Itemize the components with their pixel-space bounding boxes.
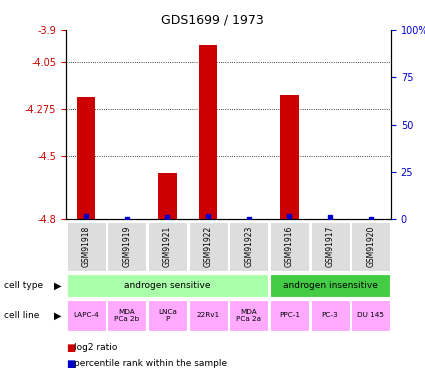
Bar [311, 222, 349, 272]
Bar [108, 222, 146, 272]
Bar [108, 300, 146, 331]
Text: androgen sensitive: androgen sensitive [124, 281, 211, 290]
Bar [270, 300, 309, 331]
Bar [148, 300, 187, 331]
Text: cell line: cell line [4, 311, 40, 320]
Bar [351, 222, 390, 272]
Bar [77, 98, 95, 219]
Text: LAPC-4: LAPC-4 [74, 312, 99, 318]
Bar [67, 274, 268, 297]
Text: DU 145: DU 145 [357, 312, 384, 318]
Bar [67, 300, 106, 331]
Text: GSM91916: GSM91916 [285, 226, 294, 267]
Text: GDS1699 / 1973: GDS1699 / 1973 [161, 13, 264, 26]
Text: GSM91920: GSM91920 [366, 226, 375, 267]
Bar [229, 300, 268, 331]
Bar [280, 95, 298, 219]
Text: androgen insensitive: androgen insensitive [283, 281, 377, 290]
Bar [229, 222, 268, 272]
Text: GSM91919: GSM91919 [122, 226, 131, 267]
Text: PPC-1: PPC-1 [279, 312, 300, 318]
Bar [189, 300, 228, 331]
Text: PC-3: PC-3 [322, 312, 338, 318]
Text: MDA
PCa 2b: MDA PCa 2b [114, 309, 139, 322]
Bar [148, 222, 187, 272]
Bar [159, 173, 177, 219]
Text: ▶: ▶ [54, 310, 61, 320]
Text: ■: ■ [66, 359, 75, 369]
Text: GSM91921: GSM91921 [163, 226, 172, 267]
Text: log2 ratio: log2 ratio [74, 344, 118, 352]
Text: GSM91922: GSM91922 [204, 226, 212, 267]
Bar [199, 45, 217, 219]
Text: GSM91923: GSM91923 [244, 226, 253, 267]
Text: LNCa
P: LNCa P [158, 309, 177, 322]
Text: 22Rv1: 22Rv1 [196, 312, 220, 318]
Bar [311, 300, 349, 331]
Bar [270, 274, 390, 297]
Text: GSM91917: GSM91917 [326, 226, 334, 267]
Text: MDA
PCa 2a: MDA PCa 2a [236, 309, 261, 322]
Bar [351, 300, 390, 331]
Bar [67, 222, 106, 272]
Text: cell type: cell type [4, 281, 43, 290]
Bar [189, 222, 228, 272]
Text: ▶: ▶ [54, 280, 61, 290]
Text: GSM91918: GSM91918 [82, 226, 91, 267]
Text: ■: ■ [66, 343, 75, 353]
Bar [270, 222, 309, 272]
Text: percentile rank within the sample: percentile rank within the sample [74, 359, 227, 368]
